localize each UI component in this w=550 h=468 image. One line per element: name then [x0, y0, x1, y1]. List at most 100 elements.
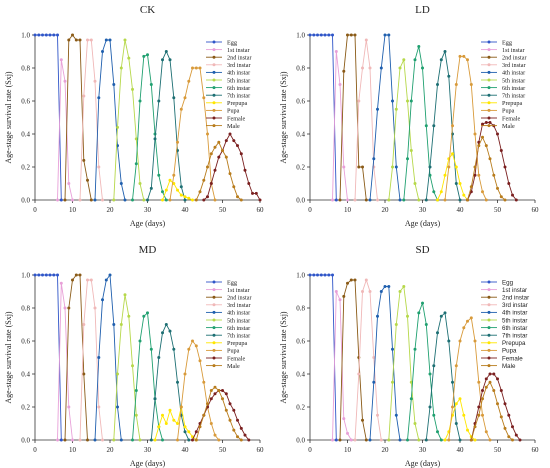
series-pupa	[168, 66, 217, 202]
data-point	[503, 198, 507, 202]
series-4th-instar	[368, 285, 402, 442]
data-point	[86, 178, 89, 182]
data-point	[394, 323, 398, 326]
legend-swatch-marker	[212, 93, 216, 97]
data-point	[202, 198, 206, 202]
data-point	[63, 198, 67, 202]
data-point	[213, 198, 217, 202]
data-point	[439, 314, 443, 318]
x-tick-label: 50	[494, 446, 502, 454]
data-point	[123, 198, 127, 202]
legend-swatch-marker	[212, 303, 216, 307]
x-tick-label: 50	[219, 206, 227, 214]
legend-swatch-marker	[487, 116, 491, 120]
legend-item-7th-instar: 7th instar	[481, 93, 525, 100]
data-point	[447, 438, 451, 442]
series-line	[35, 274, 62, 441]
legend-label: 3rd instar	[227, 62, 251, 69]
data-point	[44, 33, 48, 37]
data-point	[492, 372, 496, 376]
data-point	[134, 413, 138, 417]
data-point	[413, 347, 417, 351]
series-male	[194, 385, 243, 442]
data-point	[97, 96, 101, 100]
data-point	[217, 155, 221, 159]
legend-label: Egg	[227, 279, 237, 286]
legend-label: 3rd instar	[502, 302, 528, 309]
data-point	[112, 198, 116, 202]
data-point	[477, 144, 481, 148]
legend-swatch-marker	[212, 280, 216, 284]
data-point	[247, 182, 251, 185]
x-tick-label: 60	[257, 206, 265, 214]
data-point	[142, 314, 146, 318]
data-point	[119, 66, 123, 70]
data-point	[191, 66, 194, 70]
data-point	[232, 408, 236, 412]
legend-swatch-marker	[212, 310, 216, 314]
data-point	[119, 438, 123, 442]
legend-item-7th-instar: 7th instar	[206, 93, 250, 100]
data-point	[44, 273, 48, 277]
data-point	[368, 290, 372, 293]
data-point	[119, 323, 123, 326]
data-point	[391, 99, 394, 103]
x-tick-label: 30	[419, 206, 427, 214]
data-point	[93, 306, 97, 310]
x-tick-label: 40	[457, 206, 465, 214]
series-3rd-instar	[353, 38, 379, 202]
data-point	[372, 157, 376, 161]
y-tick-label: 0.4	[21, 131, 30, 139]
data-point	[484, 385, 488, 389]
series-line	[94, 273, 122, 441]
data-point	[172, 173, 176, 177]
data-point	[349, 438, 353, 442]
data-point	[432, 124, 436, 128]
data-point	[473, 425, 477, 429]
data-point	[473, 438, 477, 442]
data-point	[82, 372, 86, 376]
data-point	[443, 438, 447, 442]
data-point	[518, 438, 522, 442]
data-point	[67, 306, 71, 310]
data-point	[398, 198, 402, 202]
data-point	[116, 125, 119, 129]
data-point	[481, 135, 484, 139]
data-point	[447, 339, 451, 343]
data-point	[443, 173, 447, 177]
series-3rd-instar	[353, 278, 383, 442]
legend-label: 1st instar	[227, 47, 250, 54]
data-point	[224, 392, 228, 396]
series-7th-instar	[149, 323, 191, 442]
legend-swatch-marker	[487, 310, 491, 314]
data-point	[63, 306, 67, 310]
data-point	[138, 438, 142, 442]
data-point	[413, 182, 417, 185]
x-tick-label: 0	[33, 446, 37, 454]
data-point	[179, 193, 183, 197]
data-point	[466, 428, 469, 432]
data-point	[499, 149, 503, 152]
x-tick-label: 10	[69, 446, 77, 454]
y-tick-label: 0.0	[21, 437, 30, 445]
data-point	[481, 413, 484, 417]
data-point	[477, 405, 481, 409]
data-point	[451, 124, 454, 128]
series-line	[369, 286, 401, 441]
data-point	[443, 50, 447, 53]
data-point	[112, 83, 116, 86]
legend-item-prepupa: Prepupa	[206, 340, 248, 347]
data-point	[312, 33, 316, 37]
series-2nd-instar	[63, 273, 89, 442]
series-line	[388, 58, 420, 201]
data-point	[198, 359, 202, 363]
data-point	[458, 397, 462, 401]
legend-label: Female	[502, 355, 523, 362]
data-point	[206, 402, 209, 406]
data-point	[176, 438, 179, 442]
data-point	[224, 155, 228, 159]
x-tick-label: 20	[382, 446, 390, 454]
legend-swatch-marker	[212, 55, 216, 59]
data-point	[477, 173, 481, 177]
data-point	[221, 389, 224, 392]
